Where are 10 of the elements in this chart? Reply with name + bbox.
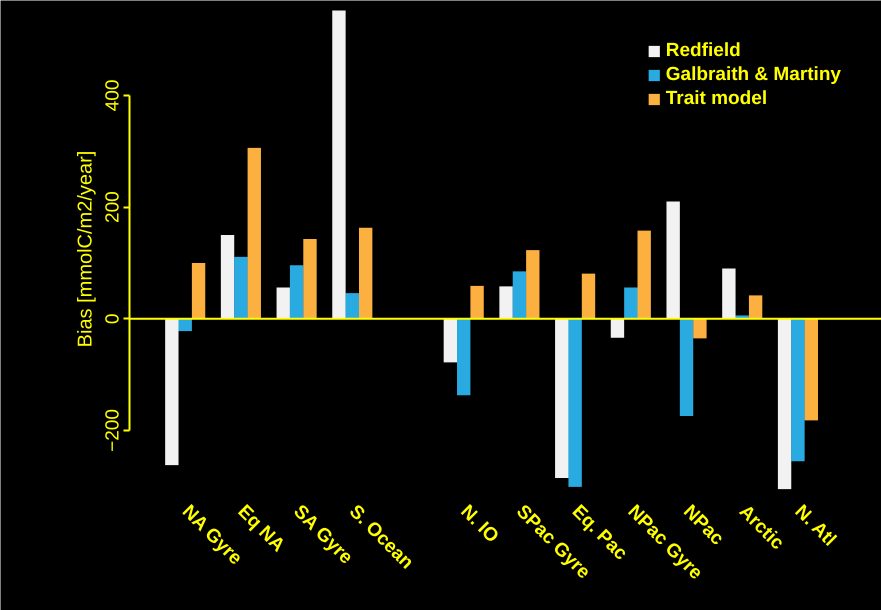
x-tick-label: N. IO: [456, 501, 503, 548]
y-axis-title: Bias [mmolC/m2/year]: [74, 150, 96, 348]
y-tick-label: 0: [102, 314, 124, 324]
legend-label: Trait model: [666, 88, 768, 110]
y-tick-label: −200: [102, 409, 124, 452]
x-tick-label: N. Atl: [790, 501, 840, 550]
legend-label: Galbraith & Martiny: [666, 64, 841, 86]
y-tick-label: 200: [102, 191, 124, 223]
legend-label: Redfield: [666, 40, 741, 62]
y-tick-label: 400: [102, 80, 124, 112]
